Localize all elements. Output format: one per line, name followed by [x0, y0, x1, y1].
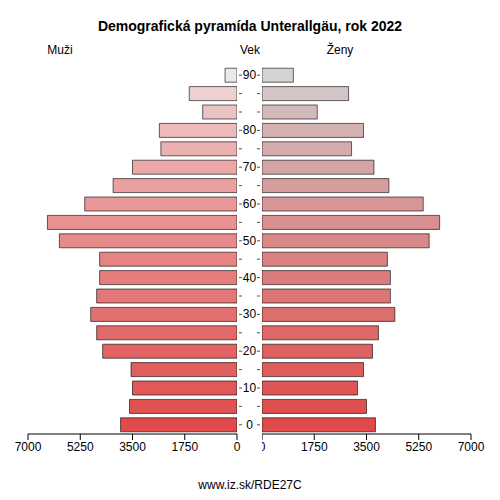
- svg-text:40: 40: [243, 271, 257, 285]
- svg-text:20: 20: [243, 344, 257, 358]
- svg-text:7000: 7000: [458, 440, 485, 454]
- html-text:www.iz.sk/RDE27C: www.iz.sk/RDE27C: [198, 478, 302, 492]
- svg-text:10: 10: [243, 381, 257, 395]
- html-text:Vek: Vek: [240, 43, 260, 57]
- svg-text:80: 80: [243, 123, 257, 137]
- svg-text:3500: 3500: [353, 440, 380, 454]
- html-text:Muži: Muži: [47, 43, 73, 57]
- svg-text:0: 0: [262, 440, 266, 454]
- svg-text:60: 60: [243, 197, 257, 211]
- svg-text:70: 70: [243, 160, 257, 174]
- svg-text:1750: 1750: [301, 440, 328, 454]
- svg-text:50: 50: [243, 234, 257, 248]
- svg-text:30: 30: [243, 307, 257, 321]
- svg-text:1750: 1750: [171, 440, 198, 454]
- svg-text:90: 90: [243, 68, 257, 82]
- svg-text:3500: 3500: [119, 440, 146, 454]
- svg-text:7000: 7000: [15, 440, 42, 454]
- html-text:Demografická pyramída Unterall: Demografická pyramída Unterallgäu, rok 2…: [97, 18, 403, 34]
- svg-text:0: 0: [234, 440, 241, 454]
- svg-text:5250: 5250: [405, 440, 432, 454]
- svg-text:0: 0: [246, 418, 253, 432]
- html-text:Ženy: Ženy: [326, 43, 354, 57]
- svg-text:5250: 5250: [67, 440, 94, 454]
